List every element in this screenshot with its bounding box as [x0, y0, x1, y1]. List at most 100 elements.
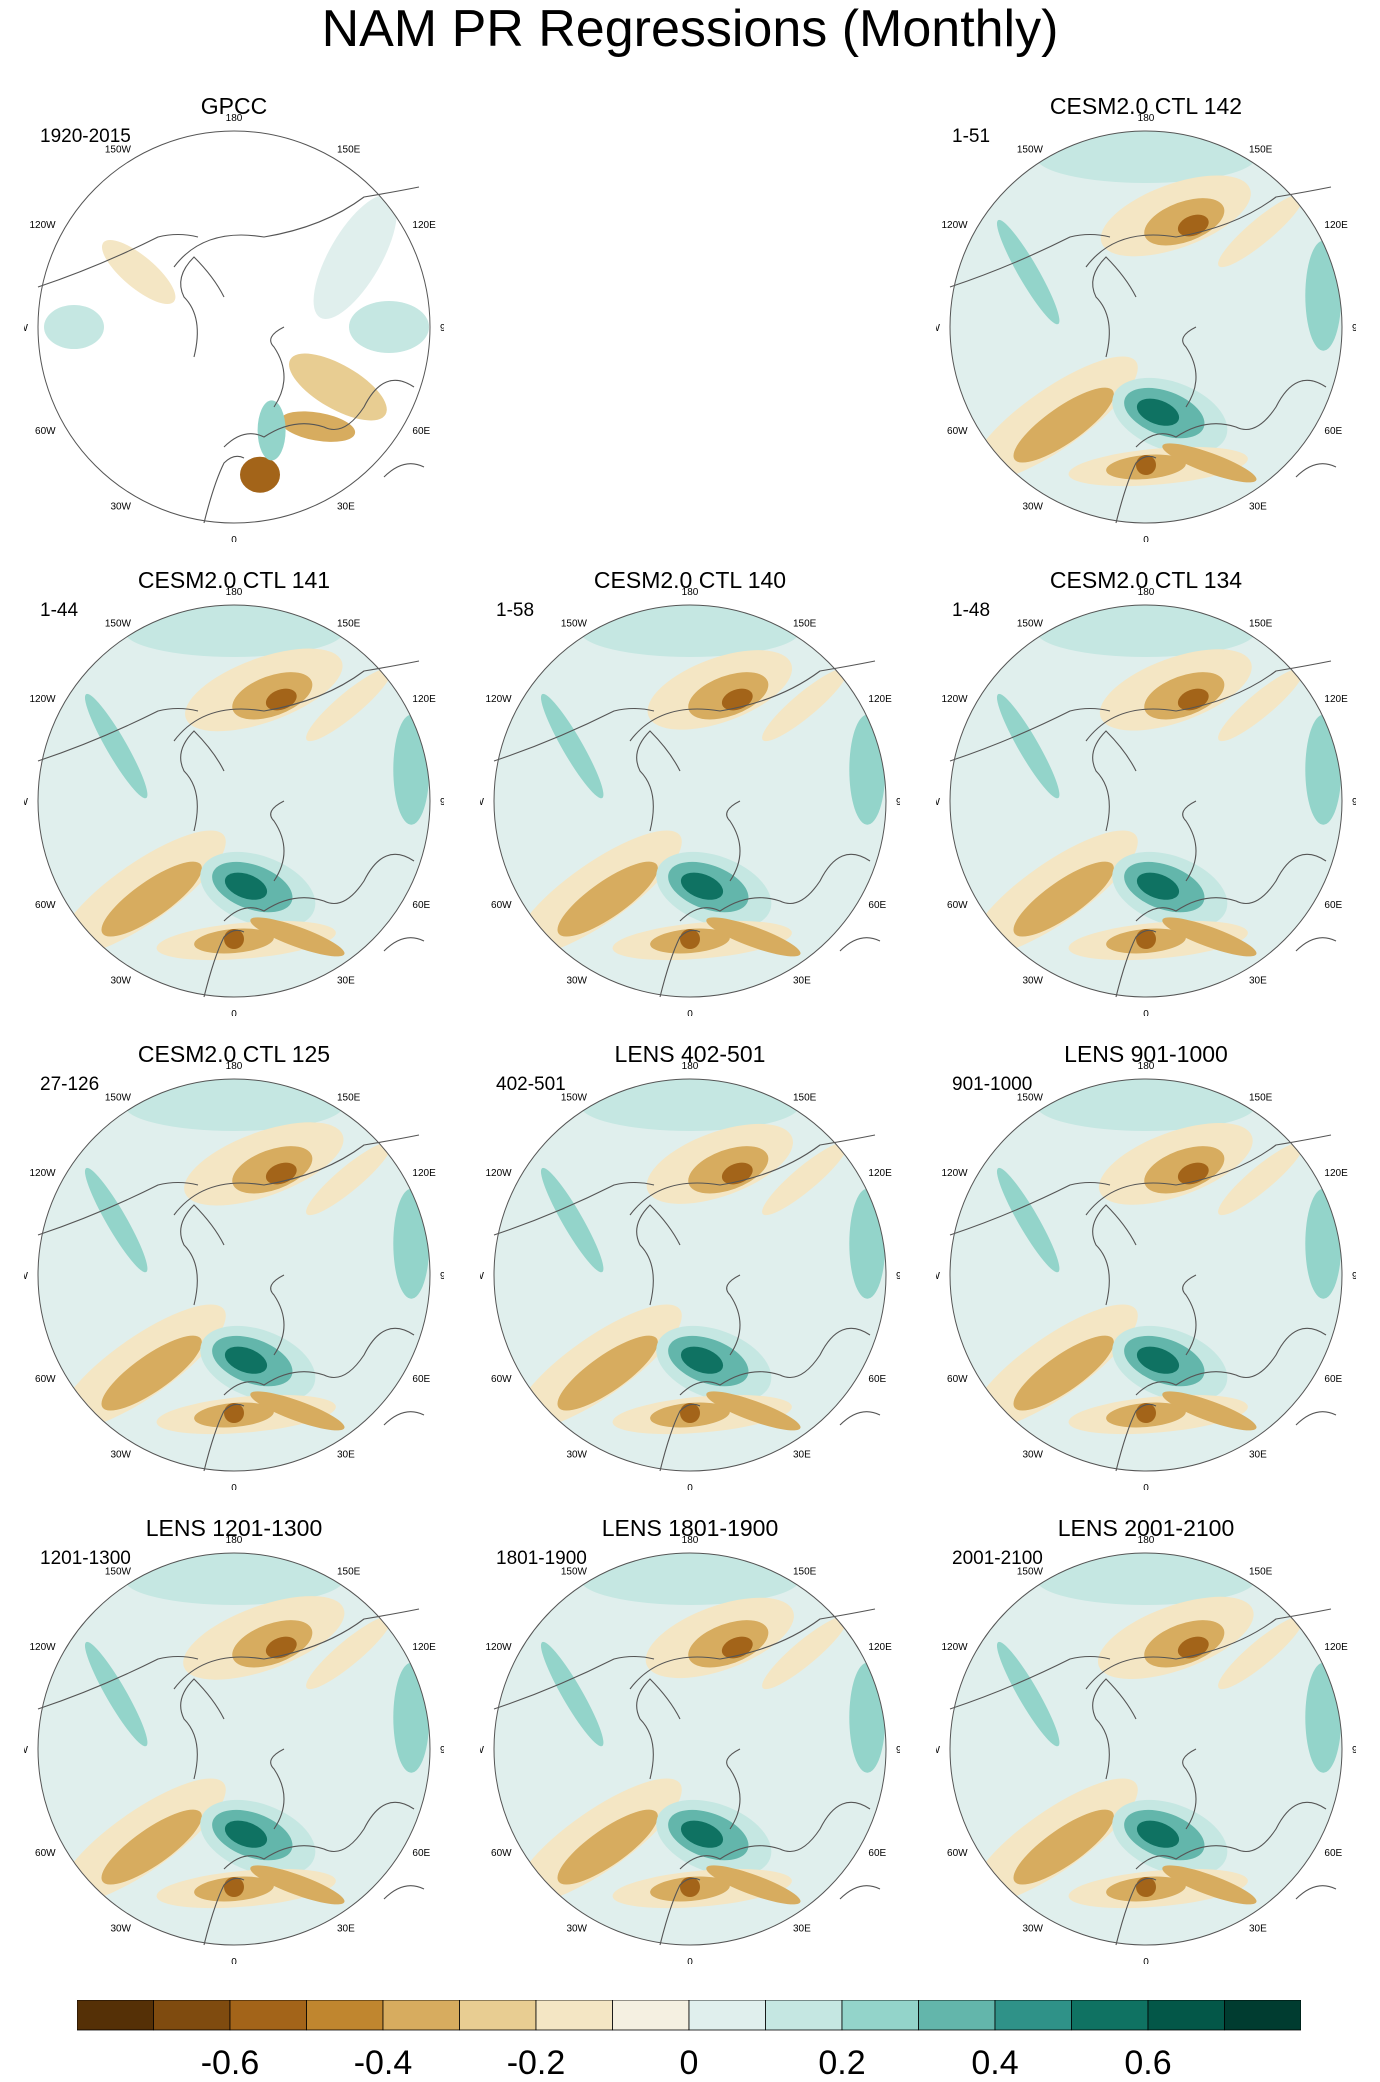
coastlines: [949, 1134, 1337, 1472]
map-field: [38, 1079, 430, 1471]
precip-anomaly: [1136, 1403, 1156, 1423]
precip-anomaly: [265, 1636, 297, 1659]
longitude-label: 180: [682, 1535, 699, 1546]
precip-anomaly: [1136, 929, 1156, 949]
coastline-europe: [679, 1327, 871, 1396]
longitude-label: 90E: [440, 1745, 444, 1756]
longitude-label: 180: [226, 1535, 243, 1546]
map-field: [494, 1079, 886, 1471]
longitude-label: 30W: [1022, 1923, 1043, 1934]
panel-title: LENS 2001-2100: [1057, 1515, 1235, 1541]
precip-anomaly: [1136, 1346, 1180, 1374]
longitude-label: 180: [1138, 1061, 1155, 1072]
precip-anomaly: [540, 1167, 604, 1273]
longitude-label: 0: [687, 1483, 693, 1490]
longitude-label: 150W: [105, 145, 132, 156]
longitude-label: 30E: [1249, 501, 1267, 512]
coastline-greenland: [180, 1678, 225, 1780]
longitude-label: 120W: [941, 1168, 968, 1179]
coastline-greenland: [180, 1204, 225, 1306]
longitude-label: 90E: [896, 1271, 900, 1282]
longitude-label: 150W: [1017, 1093, 1044, 1104]
precip-anomaly: [849, 714, 886, 825]
longitude-label: 120W: [485, 1168, 512, 1179]
coastline-eurasia-north: [629, 1134, 876, 1216]
precip-anomaly: [580, 1079, 800, 1131]
colorbar-swatch: [229, 2000, 307, 2031]
panel-title: LENS 1801-1900: [601, 1515, 779, 1541]
colorbar-swatch: [1071, 2000, 1149, 2031]
longitude-label: 90W: [936, 797, 941, 808]
longitude-label: 60W: [35, 1848, 56, 1859]
longitude-label: 60E: [1324, 900, 1342, 911]
coastline-eurasia-north: [1085, 186, 1332, 268]
panel-title: LENS 402-501: [614, 1041, 766, 1067]
coastline-scandinavia: [270, 1274, 285, 1356]
map-border: [37, 1078, 431, 1472]
longitude-label: 60W: [947, 1848, 968, 1859]
map-panel: LENS 402-501 402-501 180 150E 120E 90E 60E 30E 0…: [480, 1040, 900, 1490]
longitude-label: 0: [1143, 1009, 1149, 1016]
polar-map: 180 150E 120E 90E 60E 30E 0 30W 60W 90W 120W 150W: [936, 1535, 1356, 1964]
precip-anomaly: [1036, 1553, 1256, 1605]
precip-anomaly: [557, 1809, 658, 1885]
panel-period: 1201-1300: [40, 1548, 131, 1569]
precip-anomaly: [289, 353, 387, 421]
coastline-greenland: [1092, 256, 1137, 358]
longitude-label: 120E: [412, 694, 436, 705]
precip-anomaly: [1305, 1188, 1342, 1299]
coastline-greenland: [636, 1204, 681, 1306]
longitude-label: 60E: [868, 1374, 886, 1385]
longitude-label: 90E: [896, 797, 900, 808]
coastline-eurasia-north: [173, 1134, 420, 1216]
precip-anomaly: [540, 693, 604, 799]
coastline-greenland: [1092, 1678, 1137, 1780]
precip-anomaly: [224, 1346, 268, 1374]
coastline-north-america: [493, 707, 655, 762]
map-field: [494, 605, 886, 997]
precip-anomaly: [680, 1877, 700, 1897]
coastline-asia-south: [839, 937, 881, 952]
precip-anomaly: [680, 929, 700, 949]
coastline-africa: [203, 1877, 245, 1946]
coastline-scandinavia: [270, 326, 285, 408]
longitude-label: 180: [1138, 1535, 1155, 1546]
longitude-label: 120E: [1324, 1642, 1348, 1653]
precip-anomaly: [1136, 455, 1156, 475]
precip-anomaly: [996, 1641, 1060, 1747]
coastline-asia-south: [383, 1411, 425, 1426]
polar-map: 180 150E 120E 90E 60E 30E 0 30W 60W 90W 120W 150W: [24, 1061, 444, 1490]
precip-anomaly: [996, 219, 1060, 325]
panel-title: CESM2.0 CTL 141: [137, 567, 331, 593]
longitude-label: 60W: [947, 1374, 968, 1385]
longitude-label: 60W: [35, 900, 56, 911]
coastline-asia-south: [383, 463, 425, 478]
coastline-eurasia-north: [1085, 660, 1332, 742]
map-panel: CESM2.0 CTL 125 27-126 180 150E 120E 90E 60E 30…: [24, 1040, 444, 1490]
longitude-label: 90W: [24, 323, 29, 334]
polar-map: 180 150E 120E 90E 60E 30E 0 30W 60W 90W 120W 150W: [24, 113, 444, 542]
longitude-label: 120E: [1324, 694, 1348, 705]
coastline-asia-south: [383, 937, 425, 952]
longitude-label: 30W: [110, 1449, 131, 1460]
longitude-label: 0: [687, 1957, 693, 1964]
coastline-africa: [203, 455, 245, 524]
longitude-label: 150E: [337, 1567, 361, 1578]
longitude-label: 120W: [941, 694, 968, 705]
longitude-label: 90E: [896, 1745, 900, 1756]
longitude-label: 120W: [29, 694, 56, 705]
longitude-label: 30W: [110, 975, 131, 986]
precip-anomaly: [265, 688, 297, 711]
map-panel: CESM2.0 CTL 140 1-58 180 150E 120E 90E 60E 30E 0…: [480, 566, 900, 1016]
coastline-asia-south: [839, 1885, 881, 1900]
longitude-label: 0: [231, 535, 237, 542]
precip-anomaly: [1013, 1809, 1114, 1885]
longitude-label: 90E: [1352, 323, 1356, 334]
colorbar-tick-label: 0.2: [818, 2044, 865, 2082]
coastline-eurasia-north: [173, 186, 420, 268]
longitude-label: 60E: [412, 426, 430, 437]
coastline-asia-south: [1295, 1411, 1337, 1426]
longitude-label: 150W: [561, 619, 588, 630]
precip-anomaly: [1136, 398, 1180, 426]
longitude-label: 120E: [1324, 220, 1348, 231]
